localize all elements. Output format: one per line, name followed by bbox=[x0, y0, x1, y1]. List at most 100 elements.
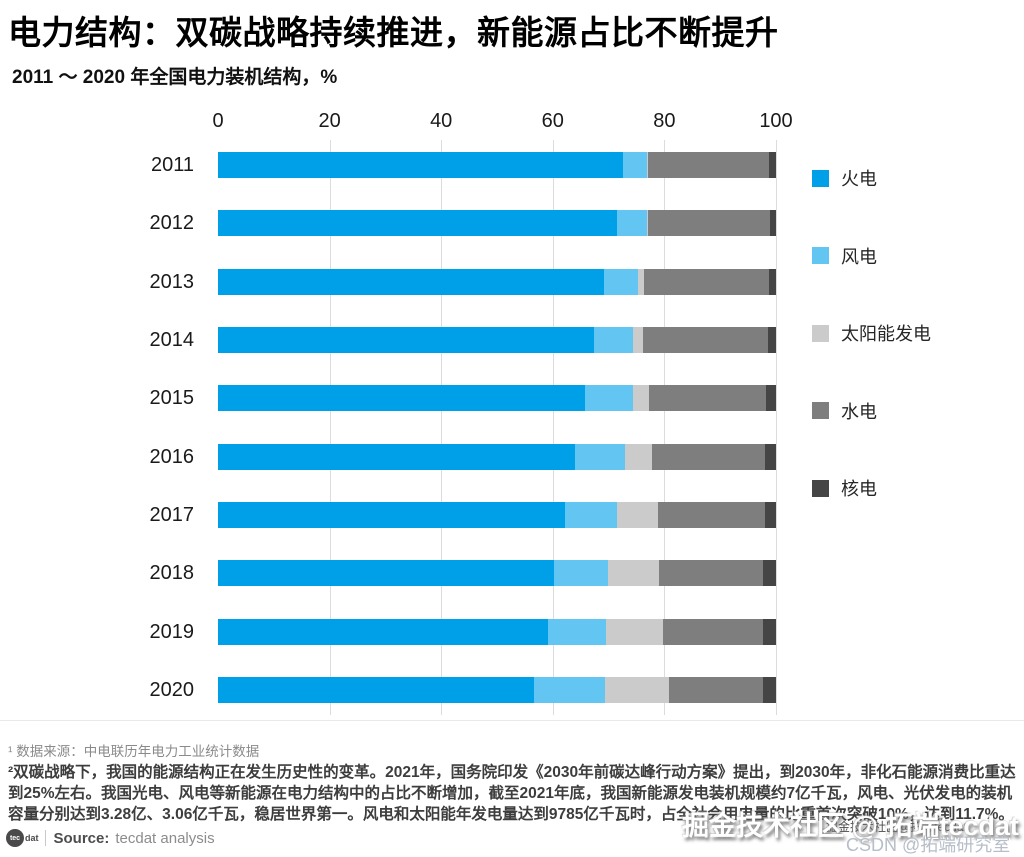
stacked-bar-chart: 0 20 40 60 80 100 2011 2012 2013 2014 2015 2016 201… bbox=[0, 100, 1024, 720]
bar-segment-2017-hydro bbox=[657, 501, 765, 528]
bar-segment-2018-solar bbox=[608, 560, 660, 587]
y-axis-label-2017: 2017 bbox=[149, 503, 195, 526]
bar-segment-2015-wind bbox=[584, 385, 633, 412]
bar-track-2012 bbox=[218, 210, 776, 237]
bar-segment-2016-thermal bbox=[218, 443, 576, 470]
bar-segment-2018-wind bbox=[553, 560, 609, 587]
x-tick-40: 40 bbox=[430, 110, 453, 132]
legend-label-nuclear: 核电 bbox=[841, 479, 877, 499]
bar-track-2014 bbox=[218, 326, 776, 353]
chart-row-2017: 2017 bbox=[0, 501, 776, 528]
chart-row-2018: 2018 bbox=[0, 560, 776, 587]
legend-label-solar: 太阳能发电 bbox=[841, 324, 931, 344]
chart-row-2013: 2013 bbox=[0, 268, 776, 295]
gridline-60 bbox=[552, 140, 554, 715]
legend-item-wind: 风电 bbox=[812, 243, 877, 269]
source-text: tecdat analysis bbox=[115, 829, 215, 847]
legend-swatch-wind bbox=[812, 247, 829, 264]
tecdat-logo-icon: tec bbox=[6, 829, 24, 847]
bar-track-2018 bbox=[218, 560, 776, 587]
bar-segment-2017-wind bbox=[565, 501, 617, 528]
y-axis-label-2016: 2016 bbox=[149, 445, 195, 468]
chart-row-2019: 2019 bbox=[0, 618, 776, 645]
bar-segment-2014-hydro bbox=[643, 326, 768, 353]
bar-segment-2020-wind bbox=[533, 676, 606, 703]
gridline-100 bbox=[776, 140, 777, 715]
bar-track-2013 bbox=[218, 268, 776, 295]
tecdat-logo-tec: tec bbox=[9, 834, 21, 842]
x-tick-0: 0 bbox=[212, 110, 224, 132]
legend-label-hydro: 水电 bbox=[841, 401, 877, 422]
legend-item-nuclear: 核电 bbox=[812, 475, 877, 501]
bar-track-2020 bbox=[218, 676, 776, 703]
bar-segment-2020-solar bbox=[605, 676, 670, 703]
bar-segment-2019-hydro bbox=[663, 618, 763, 645]
divider bbox=[0, 720, 1024, 721]
legend-swatch-solar bbox=[812, 324, 829, 342]
source-label: Source: bbox=[53, 829, 110, 847]
bar-segment-2019-nuclear bbox=[762, 618, 776, 645]
bar-segment-2012-hydro bbox=[648, 210, 770, 237]
bar-segment-2019-solar bbox=[606, 618, 664, 645]
bar-segment-2015-solar bbox=[632, 385, 649, 412]
footnote-source: ¹ 数据来源：中电联历年电力工业统计数据 bbox=[8, 744, 260, 759]
y-axis-label-2014: 2014 bbox=[149, 328, 195, 351]
bar-segment-2020-thermal bbox=[218, 676, 534, 703]
bar-track-2015 bbox=[218, 385, 776, 412]
bar-segment-2011-hydro bbox=[647, 152, 770, 178]
bar-segment-2015-thermal bbox=[218, 385, 585, 412]
gridline-40 bbox=[441, 140, 443, 715]
bar-segment-2015-hydro bbox=[648, 385, 766, 412]
legend-label-thermal: 火电 bbox=[841, 169, 877, 189]
bar-segment-2019-thermal bbox=[218, 618, 549, 645]
watermark-large: 掘金技术社区 @ 拓端tecdat bbox=[682, 811, 1019, 841]
bar-segment-2012-wind bbox=[616, 210, 647, 237]
chart-row-2020: 2020 bbox=[0, 676, 776, 703]
chart-row-2011: 2011 bbox=[0, 152, 776, 178]
bar-segment-2011-solar bbox=[646, 152, 648, 178]
legend-label-wind: 风电 bbox=[841, 246, 877, 267]
y-axis-label-2013: 2013 bbox=[149, 270, 195, 293]
y-axis-label-2018: 2018 bbox=[149, 562, 195, 585]
bar-segment-2013-solar bbox=[637, 268, 645, 295]
source-row: tec dat Source: tecdat analysis bbox=[6, 826, 215, 850]
x-tick-20: 20 bbox=[318, 110, 341, 132]
legend-swatch-hydro bbox=[812, 402, 829, 419]
chart-subtitle: 2011 ～ 2020 年全国电力装机结构，% bbox=[12, 67, 338, 88]
bar-segment-2011-nuclear bbox=[769, 152, 776, 178]
y-axis-label-2015: 2015 bbox=[149, 387, 195, 410]
bar-segment-2020-hydro bbox=[669, 676, 764, 703]
bar-segment-2017-nuclear bbox=[764, 501, 776, 528]
y-axis-label-2011: 2011 bbox=[150, 154, 194, 176]
x-tick-100: 100 bbox=[759, 110, 793, 132]
bar-segment-2015-nuclear bbox=[765, 385, 776, 412]
legend-swatch-nuclear bbox=[812, 479, 829, 497]
bar-segment-2014-thermal bbox=[218, 326, 595, 353]
gridline-20 bbox=[329, 140, 331, 715]
bar-segment-2018-hydro bbox=[659, 560, 763, 587]
bar-segment-2012-solar bbox=[646, 210, 649, 237]
legend-item-solar: 太阳能发电 bbox=[812, 320, 931, 346]
bar-segment-2018-thermal bbox=[218, 560, 554, 587]
watermark-tiny: 掘金技术社区@拓端tecdat bbox=[826, 820, 967, 834]
chart-row-2014: 2014 bbox=[0, 326, 776, 353]
bar-segment-2020-nuclear bbox=[763, 676, 776, 703]
bar-segment-2014-nuclear bbox=[767, 326, 776, 353]
page-title: 电力结构：双碳战略持续推进，新能源占比不断提升 bbox=[8, 14, 779, 51]
bar-track-2017 bbox=[218, 501, 776, 528]
chart-row-2016: 2016 bbox=[0, 443, 776, 470]
logo-divider bbox=[44, 830, 46, 846]
watermark-small: CSDN @拓端研究室 bbox=[846, 835, 1011, 855]
legend-item-thermal: 火电 bbox=[812, 165, 877, 191]
bar-track-2019 bbox=[218, 618, 776, 645]
legend-item-hydro: 水电 bbox=[812, 398, 877, 424]
y-axis-label-2020: 2020 bbox=[149, 678, 195, 701]
bar-segment-2013-wind bbox=[603, 268, 638, 295]
bar-track-2011 bbox=[218, 152, 776, 178]
bar-segment-2014-wind bbox=[594, 326, 634, 353]
bar-segment-2016-nuclear bbox=[764, 443, 776, 470]
bar-segment-2011-wind bbox=[622, 152, 647, 178]
bar-segment-2018-nuclear bbox=[762, 560, 776, 587]
x-tick-60: 60 bbox=[541, 110, 564, 132]
